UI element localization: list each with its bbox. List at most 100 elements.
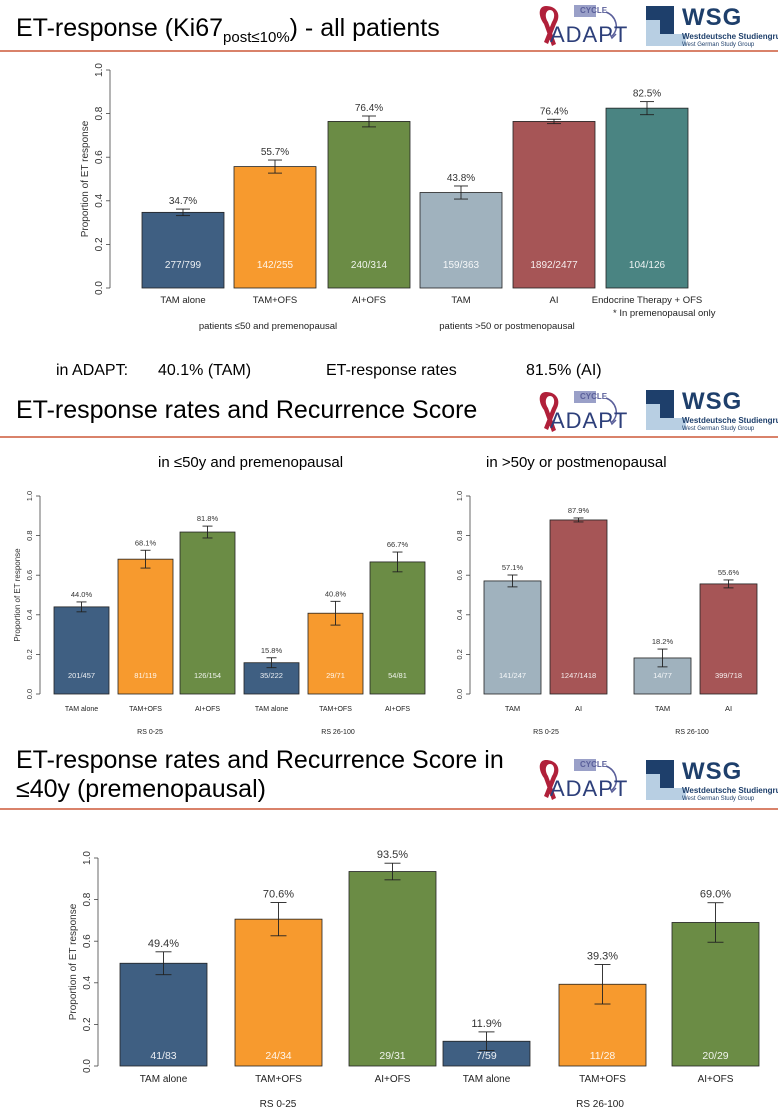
- y-tick-label: 0.6: [25, 570, 34, 580]
- value-label: 76.4%: [540, 106, 568, 117]
- bar: [699, 583, 758, 695]
- count-label: 41/83: [150, 1050, 176, 1062]
- bar: [53, 606, 110, 695]
- count-label: 20/29: [702, 1050, 728, 1062]
- value-label: 55.6%: [718, 568, 740, 577]
- tam-rate: 40.1% (TAM): [158, 362, 252, 379]
- y-axis-title: Proportion of ET response: [80, 120, 91, 237]
- count-label: 240/314: [351, 260, 388, 271]
- value-label: 43.8%: [447, 173, 475, 184]
- bar: [179, 531, 236, 695]
- group-label: RS 0-25: [260, 1099, 297, 1110]
- header-rule: [0, 50, 778, 52]
- rates-label: ET-response rates: [326, 362, 457, 379]
- y-tick-label: 0.4: [82, 975, 93, 989]
- y-tick-label: 0.4: [94, 193, 105, 207]
- bar: [233, 166, 317, 289]
- bar: [141, 211, 225, 289]
- wsg-text: WSG: [682, 4, 743, 31]
- category-label: TAM: [451, 295, 470, 306]
- count-label: 142/255: [257, 260, 294, 271]
- wsg-subtitle-de: Westdeutsche Studiengruppe: [682, 416, 778, 425]
- value-label: 70.6%: [263, 889, 294, 901]
- value-label: 39.3%: [587, 950, 618, 962]
- wsg-text: WSG: [682, 758, 743, 785]
- footnote: * In premenopausal only: [613, 308, 716, 319]
- count-label: 1892/2477: [530, 260, 578, 271]
- wsg-mark-icon: [646, 6, 686, 46]
- y-tick-label: 0.8: [456, 530, 464, 540]
- section2-title: ET-response rates and Recurrence Score: [16, 396, 478, 424]
- group-label: RS 0-25: [533, 729, 559, 736]
- wsg-subtitle-en: West German Study Group: [682, 796, 755, 802]
- count-label: 104/126: [629, 260, 666, 271]
- y-tick-label: 0.6: [82, 934, 93, 948]
- group-label: RS 0-25: [137, 729, 163, 736]
- bar: [369, 561, 426, 695]
- count-label: 399/718: [715, 671, 742, 680]
- category-label: AI+OFS: [698, 1074, 734, 1085]
- bar: [549, 519, 608, 695]
- bar: [307, 612, 364, 695]
- y-tick-label: 0.8: [82, 892, 93, 906]
- group-label: RS 26-100: [321, 729, 355, 736]
- count-label: 1247/1418: [561, 671, 596, 680]
- adapt-logo: CYCLE ADAPT: [536, 2, 636, 48]
- wsg-subtitle-de: Westdeutsche Studiengruppe: [682, 786, 778, 795]
- y-axis-title: Proportion of ET response: [68, 903, 79, 1020]
- header-rule: [0, 436, 778, 438]
- group-label: patients ≤50 and premenopausal: [199, 321, 337, 332]
- bar: [419, 192, 503, 289]
- wsg-subtitle-en: West German Study Group: [682, 426, 755, 432]
- category-label: TAM alone: [160, 295, 205, 306]
- y-tick-label: 0.2: [82, 1017, 93, 1031]
- ribbon-icon: [539, 391, 617, 432]
- value-label: 82.5%: [633, 89, 661, 100]
- count-label: 141/247: [499, 671, 526, 680]
- value-label: 57.1%: [502, 563, 524, 572]
- value-label: 40.8%: [325, 589, 347, 598]
- y-tick-label: 0.8: [25, 530, 34, 540]
- category-label: TAM alone: [463, 1074, 511, 1085]
- ribbon-icon: [539, 5, 617, 46]
- bar: [348, 871, 437, 1067]
- count-label: 201/457: [68, 671, 95, 680]
- y-tick-label: 0.2: [25, 649, 34, 659]
- in-adapt-label: in ADAPT:: [56, 362, 129, 379]
- section1-title: ET-response (Ki67post≤10%) - all patient…: [16, 14, 440, 46]
- wsg-subtitle-de: Westdeutsche Studiengruppe: [682, 32, 778, 41]
- bar: [234, 918, 323, 1067]
- cycle-text: CYCLE: [580, 6, 608, 15]
- count-label: 54/81: [388, 671, 407, 680]
- adapt-logo: CYCLE ADAPT: [536, 388, 636, 434]
- category-label: AI: [725, 704, 732, 713]
- value-label: 81.8%: [197, 514, 219, 523]
- count-label: 126/154: [194, 671, 221, 680]
- y-tick-label: 0.0: [94, 281, 105, 295]
- y-tick-label: 0.6: [456, 570, 464, 580]
- value-label: 93.5%: [377, 849, 408, 861]
- wsg-mark-icon: [646, 390, 686, 430]
- value-label: 18.2%: [652, 637, 674, 646]
- category-label: Endocrine Therapy + OFS: [592, 295, 702, 306]
- wsg-subtitle-en: West German Study Group: [682, 42, 755, 48]
- category-label: TAM: [505, 704, 520, 713]
- y-tick-label: 0.4: [456, 610, 464, 620]
- y-tick-label: 1.0: [94, 63, 105, 77]
- value-label: 69.0%: [700, 889, 731, 901]
- count-label: 277/799: [165, 260, 202, 271]
- category-label: TAM+OFS: [253, 295, 297, 306]
- wsg-mark-icon: [646, 760, 686, 800]
- count-label: 81/119: [134, 671, 156, 680]
- chart-all-patients: 0.0 0.2 0.4 0.6 0.8 1.0 Proportion of ET respo…: [80, 63, 716, 332]
- category-label: AI+OFS: [195, 706, 220, 713]
- category-label: TAM+OFS: [319, 706, 352, 713]
- bar: [512, 121, 596, 289]
- value-label: 66.7%: [387, 540, 409, 549]
- y-tick-label: 1.0: [25, 491, 34, 501]
- group-label: RS 26-100: [576, 1099, 624, 1110]
- category-label: AI+OFS: [385, 706, 410, 713]
- value-label: 34.7%: [169, 196, 197, 207]
- wsg-logo: WSG Westdeutsche Studiengruppe West Germ…: [646, 4, 778, 50]
- category-label: AI+OFS: [352, 295, 386, 306]
